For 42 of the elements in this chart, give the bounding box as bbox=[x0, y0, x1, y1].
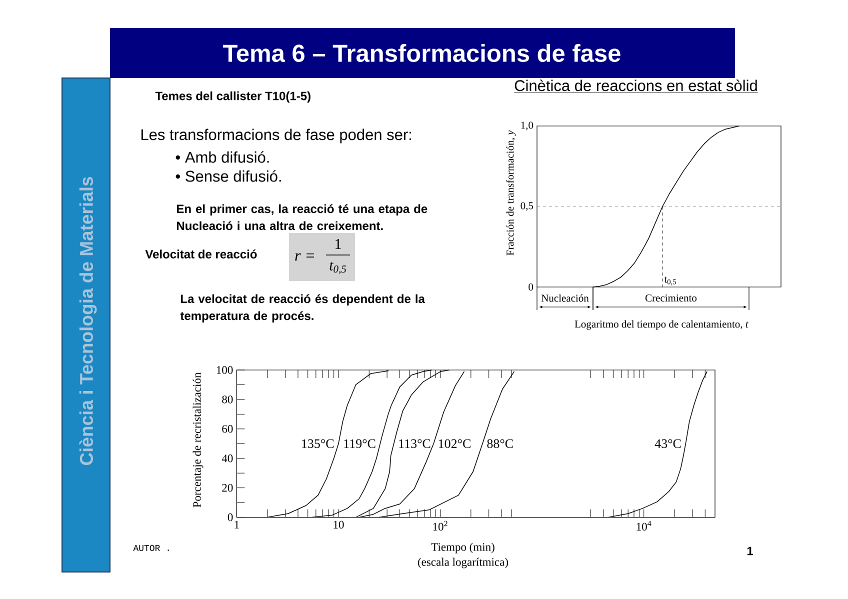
x-tick-label: 10 bbox=[334, 520, 344, 529]
series-label: 119°C bbox=[344, 439, 376, 448]
x-tick-label: 10$^{2}$ bbox=[433, 520, 448, 531]
text: t$_{0,5}$ bbox=[330, 262, 346, 274]
y-tick-label: 100 bbox=[216, 366, 233, 374]
text: Velocitat de reacció bbox=[145, 250, 257, 258]
text: Les transformacions de fase poden ser: bbox=[141, 128, 412, 144]
y-tick-label: 0 bbox=[228, 513, 233, 522]
text: 1 bbox=[747, 546, 753, 556]
text: (escala logarítmica) bbox=[418, 558, 508, 568]
x-axis-title: Logaritmo del tiempo de calentamiento, t bbox=[574, 320, 748, 330]
text: r = bbox=[295, 253, 314, 261]
text: • Amb difusió. bbox=[176, 151, 269, 163]
text: Crecimiento bbox=[645, 294, 697, 302]
series-label: 43°C bbox=[654, 439, 681, 448]
x-tick-label: 1 bbox=[234, 520, 239, 528]
text: Ciència i Tecnologia de Materials bbox=[79, 176, 97, 466]
text: Nucleación bbox=[541, 294, 589, 302]
y-tick-label: 0 bbox=[528, 283, 534, 291]
text: AUTOR . bbox=[133, 544, 169, 552]
chart-title: Cinètica de reaccions en estat sòlid bbox=[514, 80, 757, 92]
series-label: 102°C bbox=[438, 439, 470, 448]
text: En el primer cas, la reacció té una etapa de Nucleació i una altra de creixement. bbox=[177, 204, 428, 230]
text: La velocitat de reacció és dependent de la temperatura de procés. bbox=[180, 294, 426, 322]
y-tick-label: 0,5 bbox=[520, 202, 534, 211]
y-tick-label: 60 bbox=[222, 425, 233, 433]
y-axis-title: Fracción de transformación, y bbox=[506, 130, 516, 256]
text: • Sense difusió. bbox=[176, 170, 281, 182]
y-tick-label: 40 bbox=[222, 454, 233, 462]
series-label: 88°C bbox=[487, 439, 513, 448]
y-tick-label: 80 bbox=[222, 396, 233, 404]
x-axis-title: Tiempo (min) bbox=[431, 542, 494, 554]
annotation: t$_{0,5}$ bbox=[664, 276, 676, 286]
x-tick-label: 10$^{4}$ bbox=[636, 520, 652, 531]
series-label: 135°C bbox=[302, 439, 334, 448]
series-label: 113°C bbox=[399, 439, 430, 448]
y-tick-label: 20 bbox=[222, 484, 233, 492]
y-axis-title: Porcentaje de recristalización bbox=[192, 372, 204, 508]
text: 1 bbox=[336, 239, 341, 249]
y-tick-label: 1,0 bbox=[521, 122, 534, 130]
text: Tema 6 – Transformacions de fase bbox=[223, 44, 620, 62]
text: Temes del callister T10(1-5) bbox=[155, 91, 310, 103]
